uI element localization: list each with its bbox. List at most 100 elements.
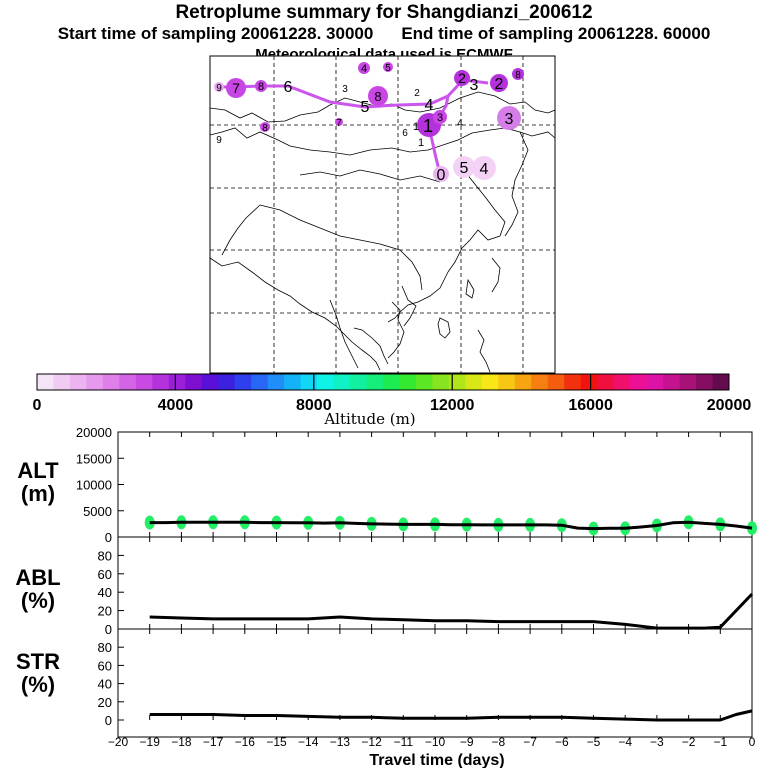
trajectory-path: [219, 78, 489, 109]
str-series-line: [149, 709, 753, 722]
plume-circle: [260, 122, 270, 132]
abl-panel: 0 20 40 60 80: [98, 537, 754, 637]
str-panel-label: STR: [16, 649, 60, 674]
plume-circle: [433, 166, 449, 182]
x-tick-label: −9: [460, 735, 474, 749]
map-label: 2: [495, 76, 504, 93]
map-label: 8: [262, 123, 268, 134]
colorbar-swatch: [465, 374, 483, 390]
alt-panel-unit: (m): [21, 481, 55, 506]
y-tick-label: 0: [105, 530, 112, 545]
x-tick-label: −6: [555, 735, 569, 749]
altitude-colorbar: [36, 373, 730, 391]
colorbar-swatch: [597, 374, 615, 390]
x-tick-label: −13: [330, 735, 351, 749]
x-tick-label: −8: [492, 735, 506, 749]
colorbar-swatch: [613, 374, 631, 390]
map-label: 8: [258, 81, 264, 93]
colorbar-swatch: [448, 374, 466, 390]
colorbar-swatch: [300, 374, 318, 390]
plume-circle: [226, 78, 246, 98]
plume-circle: [454, 70, 470, 86]
x-tick-label: −10: [425, 735, 446, 749]
x-tick-label: −18: [171, 735, 192, 749]
x-tick-label: −20: [108, 735, 129, 749]
colorbar-swatch: [646, 374, 664, 390]
x-tick-label: −3: [650, 735, 664, 749]
y-tick-label: 60: [98, 658, 112, 673]
colorbar-swatch: [350, 374, 367, 390]
x-tick-label: −19: [140, 735, 161, 749]
x-tick-label: 0: [749, 735, 756, 749]
map-label: 4: [425, 97, 434, 114]
colorbar-swatch: [333, 374, 351, 390]
colorbar-label: Altitude (m): [323, 410, 415, 428]
x-tick-label: −11: [394, 735, 414, 749]
colorbar-swatch: [383, 374, 400, 390]
colorbar-tick-label: 0: [33, 397, 42, 414]
colorbar-swatch: [547, 374, 565, 390]
colorbar-swatch: [317, 374, 334, 390]
colorbar-swatch: [267, 374, 285, 390]
x-tick-label: −12: [361, 735, 382, 749]
x-tick-label: −4: [618, 735, 632, 749]
colorbar-swatch: [37, 374, 54, 390]
map-label: 7: [232, 80, 240, 96]
plume-circle: [214, 82, 224, 92]
colorbar-swatch: [135, 374, 153, 390]
colorbar-swatch: [185, 374, 203, 390]
map-label: 5: [460, 160, 469, 177]
colorbar-swatch: [168, 374, 186, 390]
colorbar-tick-label: 16000: [568, 397, 613, 414]
abl-panel-unit: (%): [21, 588, 55, 613]
x-tick-label: −14: [298, 735, 319, 749]
y-tick-label: 40: [98, 585, 112, 600]
x-axis: −20 −19 −18 −17 −16 −15 −14 −13 −12 −11 −10 −9 −8 −7−…: [108, 735, 756, 749]
map-label: 2: [414, 88, 420, 99]
y-tick-label: 10000: [76, 478, 112, 493]
colorbar-swatch: [399, 374, 417, 390]
alt-series-line: [149, 520, 753, 531]
colorbar-swatch: [564, 374, 582, 390]
sampling-times: Start time of sampling 20061228. 30000 En…: [0, 24, 768, 44]
abl-series-line: [149, 592, 754, 630]
colorbar-swatch: [630, 374, 648, 390]
start-time-text: Start time of sampling 20061228. 30000: [57, 24, 374, 43]
colorbar-swatch: [531, 374, 549, 390]
colorbar-swatch: [218, 374, 236, 390]
map-label: 4: [457, 118, 463, 129]
y-tick-label: 5000: [83, 504, 112, 519]
map-label: 7: [336, 118, 342, 129]
map-label: 2: [458, 70, 466, 86]
colorbar-swatch: [86, 374, 104, 390]
map-label: 3: [505, 111, 514, 128]
str-panel: 0 20 40 60 80: [98, 629, 753, 728]
colorbar-swatch: [481, 374, 499, 390]
chart-title: Retroplume summary for Shangdianzi_20061…: [175, 2, 593, 23]
map-label: 5: [361, 99, 370, 116]
plume-circle: [497, 106, 521, 130]
colorbar-tick-label: 8000: [296, 397, 332, 414]
x-axis-title: Travel time (days): [369, 752, 504, 768]
plume-circle: [255, 80, 267, 92]
y-tick-label: 20: [98, 604, 112, 619]
x-tick-label: −15: [266, 735, 287, 749]
plume-circle: [433, 110, 447, 124]
plume-circles: [214, 62, 524, 182]
colorbar-swatch: [366, 374, 384, 390]
str-panel-unit: (%): [21, 672, 55, 697]
colorbar-swatch: [251, 374, 269, 390]
colorbar-swatch: [712, 374, 730, 390]
colorbar-swatch: [102, 374, 120, 390]
colorbar-ticks: 0 4000 8000 12000 16000 20000: [33, 374, 751, 414]
map-label: 8: [515, 70, 521, 81]
colorbar-swatch: [514, 374, 532, 390]
map-coastlines: [209, 91, 556, 373]
colorbar-swatch: [415, 374, 433, 390]
map-labels: 9 7 8 6 3 4 5 8 5 4 2 2 3 2 8 9 8 7 6 1 …: [216, 63, 521, 184]
colorbar-swatch: [152, 374, 170, 390]
x-tick-label: −17: [203, 735, 224, 749]
map-label: 6: [402, 128, 408, 139]
map-label: 3: [342, 84, 348, 95]
colorbar-tick-label: 4000: [158, 397, 194, 414]
